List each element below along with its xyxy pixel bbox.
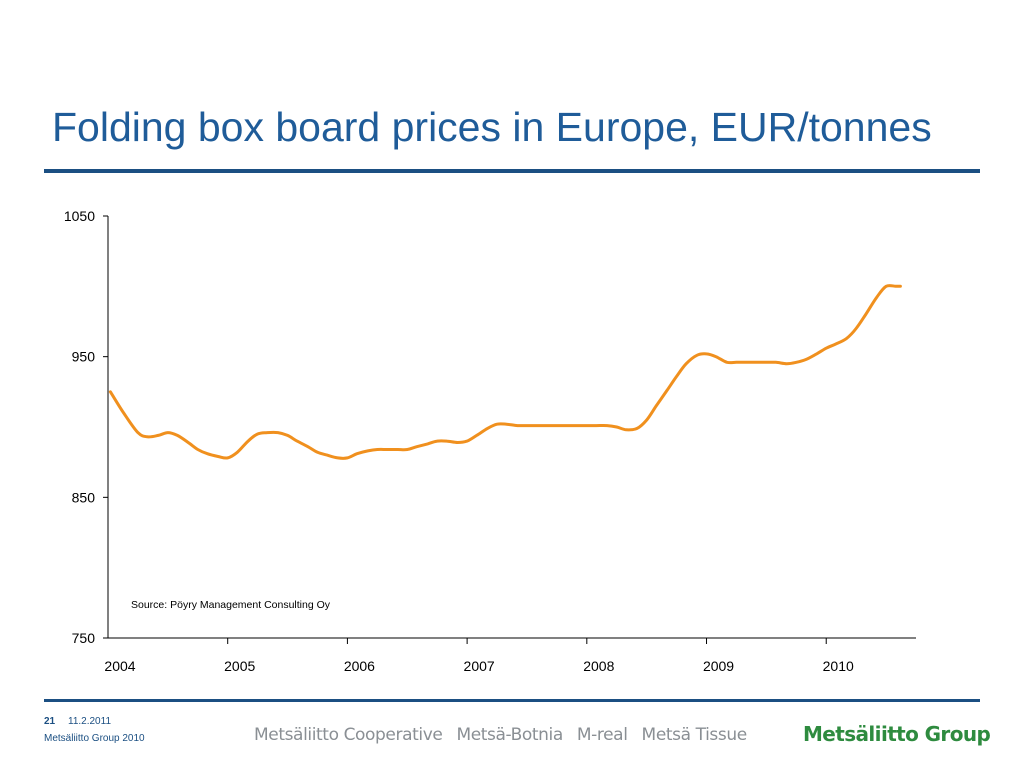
x-tick-label: 2008 xyxy=(583,658,614,674)
group-logo: Metsäliitto Group xyxy=(803,722,991,746)
brand-tissue: Metsä Tissue xyxy=(641,725,748,745)
x-tick-label: 2009 xyxy=(703,658,734,674)
x-tick-label: 2006 xyxy=(344,658,375,674)
brand-cooperative: Metsäliitto Cooperative xyxy=(254,725,443,745)
y-tick-label: 850 xyxy=(72,489,96,505)
chart-series xyxy=(108,284,902,460)
y-tick-label: 1050 xyxy=(64,208,95,224)
footer-date: 11.2.2011 xyxy=(68,716,112,727)
x-tick-label: 2007 xyxy=(464,658,495,674)
source-annotation: Source: Pöyry Management Consulting Oy xyxy=(131,599,331,611)
y-tick-label: 750 xyxy=(72,630,96,646)
chart-axes xyxy=(107,216,916,639)
footer-copyright: Metsäliitto Group 2010 xyxy=(44,733,145,744)
slide-title: Folding box board prices in Europe, EUR/… xyxy=(52,104,932,150)
page-number: 21 xyxy=(44,716,56,727)
x-tick-label: 2005 xyxy=(224,658,255,674)
footer-divider xyxy=(44,699,980,702)
x-tick-label: 2010 xyxy=(823,658,854,674)
price-series-line xyxy=(108,284,902,460)
line-chart: 750 850 950 1050 2004 2005 2006 2007 2008 2009 201… xyxy=(64,208,916,674)
brand-botnia: Metsä-Botnia xyxy=(456,725,563,745)
y-tick-label: 950 xyxy=(72,349,96,365)
x-tick-label: 2004 xyxy=(104,658,135,674)
brand-list: Metsäliitto Cooperative Metsä-Botnia M-r… xyxy=(254,725,756,745)
brand-mreal: M-real xyxy=(576,725,628,745)
chart-ticks: 750 850 950 1050 2004 2005 2006 2007 2008 2009 201… xyxy=(64,208,854,674)
title-divider xyxy=(44,169,980,173)
